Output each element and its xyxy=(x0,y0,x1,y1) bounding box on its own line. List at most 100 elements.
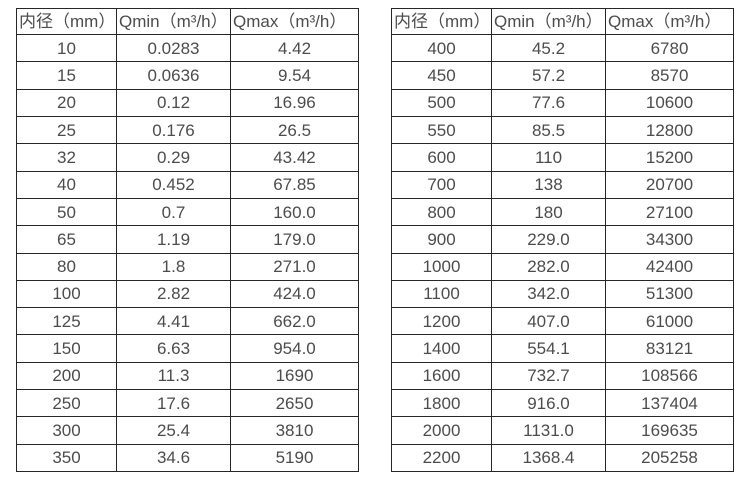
table-row: 2000 1131.0 169635 xyxy=(391,416,734,445)
cell-qmax: 42400 xyxy=(605,252,734,281)
cell-qmin: 0.0636 xyxy=(116,61,231,90)
cell-inner-diameter: 200 xyxy=(16,361,117,391)
cell-qmin: 1368.4 xyxy=(491,443,606,473)
cell-qmin: 0.176 xyxy=(116,115,231,145)
cell-qmax: 271.0 xyxy=(230,252,359,281)
cell-qmax: 8570 xyxy=(605,61,734,90)
cell-inner-diameter: 80 xyxy=(16,252,117,281)
flow-table-small-diameters: 内径（mm） Qmin（m³/h） Qmax（m³/h） 10 0.0283 4… xyxy=(16,8,359,473)
table-row: 450 57.2 8570 xyxy=(391,61,734,90)
header-row: 内径（mm） Qmin（m³/h） Qmax（m³/h） xyxy=(16,8,359,35)
cell-qmin: 57.2 xyxy=(491,61,606,90)
cell-qmin: 1.8 xyxy=(116,252,231,281)
cell-qmin: 0.0283 xyxy=(116,33,231,63)
table-row: 32 0.29 43.42 xyxy=(16,143,359,172)
cell-inner-diameter: 450 xyxy=(391,61,492,90)
table-row: 1400 554.1 83121 xyxy=(391,334,734,363)
cell-qmin: 110 xyxy=(491,143,606,172)
table-body: 400 45.2 6780 450 57.2 8570 500 77.6 106… xyxy=(391,33,734,473)
cell-qmin: 85.5 xyxy=(491,115,606,145)
cell-inner-diameter: 500 xyxy=(391,88,492,117)
cell-inner-diameter: 50 xyxy=(16,197,117,227)
cell-qmax: 205258 xyxy=(605,443,734,473)
cell-inner-diameter: 900 xyxy=(391,225,492,254)
table-row: 800 180 27100 xyxy=(391,197,734,227)
cell-qmin: 916.0 xyxy=(491,389,606,418)
cell-qmax: 108566 xyxy=(605,361,734,391)
table-row: 80 1.8 271.0 xyxy=(16,252,359,281)
header-qmin: Qmin（m³/h） xyxy=(116,8,231,35)
header-qmax: Qmax（m³/h） xyxy=(605,8,734,35)
cell-qmin: 0.7 xyxy=(116,197,231,227)
cell-inner-diameter: 65 xyxy=(16,225,117,254)
table-row: 1600 732.7 108566 xyxy=(391,361,734,391)
cell-qmax: 43.42 xyxy=(230,143,359,172)
cell-qmin: 342.0 xyxy=(491,279,606,309)
cell-inner-diameter: 700 xyxy=(391,170,492,199)
table-row: 550 85.5 12800 xyxy=(391,115,734,145)
header-row: 内径（mm） Qmin（m³/h） Qmax（m³/h） xyxy=(391,8,734,35)
cell-inner-diameter: 25 xyxy=(16,115,117,145)
cell-inner-diameter: 600 xyxy=(391,143,492,172)
cell-qmin: 2.82 xyxy=(116,279,231,309)
header-qmin: Qmin（m³/h） xyxy=(491,8,606,35)
cell-inner-diameter: 1800 xyxy=(391,389,492,418)
cell-qmax: 20700 xyxy=(605,170,734,199)
header-qmax: Qmax（m³/h） xyxy=(230,8,359,35)
flow-table-large-diameters: 内径（mm） Qmin（m³/h） Qmax（m³/h） 400 45.2 67… xyxy=(391,8,734,473)
cell-qmax: 34300 xyxy=(605,225,734,254)
cell-inner-diameter: 32 xyxy=(16,143,117,172)
cell-inner-diameter: 1100 xyxy=(391,279,492,309)
table-row: 250 17.6 2650 xyxy=(16,389,359,418)
cell-qmin: 34.6 xyxy=(116,443,231,473)
cell-qmax: 424.0 xyxy=(230,279,359,309)
cell-qmin: 77.6 xyxy=(491,88,606,117)
cell-qmin: 180 xyxy=(491,197,606,227)
table-body: 10 0.0283 4.42 15 0.0636 9.54 20 0.12 16… xyxy=(16,33,359,473)
cell-qmin: 732.7 xyxy=(491,361,606,391)
cell-inner-diameter: 350 xyxy=(16,443,117,473)
cell-qmax: 16.96 xyxy=(230,88,359,117)
table-row: 10 0.0283 4.42 xyxy=(16,33,359,63)
cell-qmax: 179.0 xyxy=(230,225,359,254)
cell-inner-diameter: 15 xyxy=(16,61,117,90)
cell-qmin: 0.452 xyxy=(116,170,231,199)
cell-qmin: 229.0 xyxy=(491,225,606,254)
cell-qmin: 17.6 xyxy=(116,389,231,418)
cell-inner-diameter: 150 xyxy=(16,334,117,363)
cell-qmin: 554.1 xyxy=(491,334,606,363)
cell-qmax: 61000 xyxy=(605,307,734,336)
cell-qmin: 1131.0 xyxy=(491,416,606,445)
cell-inner-diameter: 20 xyxy=(16,88,117,117)
table-row: 500 77.6 10600 xyxy=(391,88,734,117)
table-row: 1100 342.0 51300 xyxy=(391,279,734,309)
table-row: 65 1.19 179.0 xyxy=(16,225,359,254)
cell-inner-diameter: 300 xyxy=(16,416,117,445)
header-inner-diameter: 内径（mm） xyxy=(16,8,117,35)
cell-qmax: 6780 xyxy=(605,33,734,63)
cell-inner-diameter: 550 xyxy=(391,115,492,145)
table-row: 900 229.0 34300 xyxy=(391,225,734,254)
cell-inner-diameter: 800 xyxy=(391,197,492,227)
cell-inner-diameter: 10 xyxy=(16,33,117,63)
cell-qmin: 11.3 xyxy=(116,361,231,391)
table-row: 40 0.452 67.85 xyxy=(16,170,359,199)
table-row: 1200 407.0 61000 xyxy=(391,307,734,336)
table-row: 20 0.12 16.96 xyxy=(16,88,359,117)
table-row: 125 4.41 662.0 xyxy=(16,307,359,336)
cell-qmin: 0.12 xyxy=(116,88,231,117)
cell-qmax: 3810 xyxy=(230,416,359,445)
table-row: 600 110 15200 xyxy=(391,143,734,172)
cell-inner-diameter: 1000 xyxy=(391,252,492,281)
cell-qmax: 5190 xyxy=(230,443,359,473)
table-row: 700 138 20700 xyxy=(391,170,734,199)
cell-inner-diameter: 125 xyxy=(16,307,117,336)
cell-inner-diameter: 400 xyxy=(391,33,492,63)
cell-inner-diameter: 2200 xyxy=(391,443,492,473)
cell-qmin: 45.2 xyxy=(491,33,606,63)
table-row: 150 6.63 954.0 xyxy=(16,334,359,363)
cell-qmax: 27100 xyxy=(605,197,734,227)
cell-inner-diameter: 2000 xyxy=(391,416,492,445)
cell-qmax: 67.85 xyxy=(230,170,359,199)
